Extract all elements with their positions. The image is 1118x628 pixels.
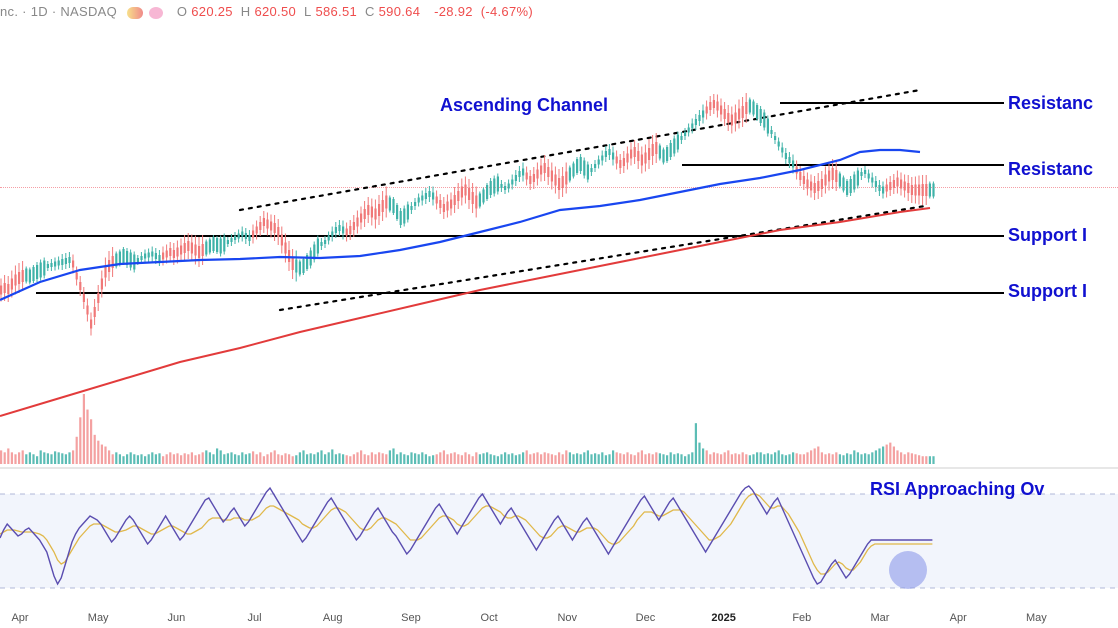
x-tick: Apr bbox=[950, 608, 967, 628]
x-tick: Nov bbox=[557, 608, 577, 628]
x-tick: Sep bbox=[401, 608, 421, 628]
x-tick: 2025 bbox=[711, 608, 735, 628]
x-tick: Feb bbox=[792, 608, 811, 628]
annotation: Support I bbox=[1008, 282, 1087, 300]
annotation: Resistanc bbox=[1008, 160, 1093, 178]
x-tick: Aug bbox=[323, 608, 343, 628]
x-tick: Apr bbox=[11, 608, 28, 628]
x-tick: Dec bbox=[636, 608, 656, 628]
x-tick: May bbox=[88, 608, 109, 628]
x-tick: Oct bbox=[481, 608, 498, 628]
x-axis: Apr May Jun Jul Aug Sep Oct Nov Dec 2025 Feb Mar Apr… bbox=[0, 608, 1118, 628]
x-tick: Jun bbox=[167, 608, 185, 628]
x-tick: May bbox=[1026, 608, 1047, 628]
annotation: RSI Approaching Ov bbox=[870, 480, 1044, 498]
x-tick: Jul bbox=[248, 608, 262, 628]
x-tick: Mar bbox=[871, 608, 890, 628]
annotation: Resistanc bbox=[1008, 94, 1093, 112]
annotation: Support I bbox=[1008, 226, 1087, 244]
annotation: Ascending Channel bbox=[440, 96, 608, 114]
